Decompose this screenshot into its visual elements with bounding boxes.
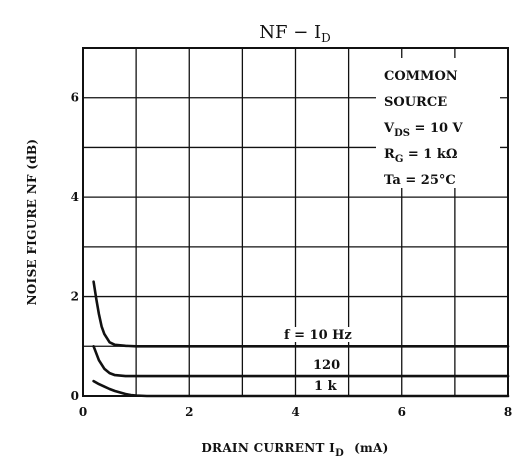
chart-title: NF − ID: [259, 22, 331, 45]
condition-ta: Ta = 25°C: [384, 173, 456, 188]
conditions-backdrop: [376, 58, 500, 188]
curves: [92, 280, 510, 398]
series-label-10hz: f = 10 Hz: [284, 328, 352, 343]
y-tick-labels: 0 2 4 6: [71, 91, 79, 403]
x-tick-label: 6: [398, 405, 406, 419]
y-tick-label: 4: [71, 190, 79, 204]
y-axis-title: NOISE FIGURE NF (dB): [25, 139, 39, 306]
series-label-120: 120: [313, 358, 340, 373]
series-line-2: [92, 379, 510, 398]
series-label-1k: 1 k: [314, 379, 338, 394]
x-tick-labels: 0 2 4 6 8: [79, 405, 512, 419]
condition-vds: VDS = 10 V: [383, 121, 464, 139]
label-backdrop-120: [308, 357, 344, 372]
x-tick-label: 0: [79, 405, 87, 419]
x-tick-label: 2: [185, 405, 193, 419]
condition-rg: RG = 1 kΩ: [384, 147, 457, 165]
y-tick-label: 0: [71, 389, 79, 403]
series-line-0: [92, 280, 510, 348]
series-line-1: [92, 345, 510, 378]
condition-source: SOURCE: [384, 95, 447, 110]
x-tick-label: 4: [291, 405, 299, 419]
label-backdrop-10hz: [280, 327, 358, 342]
condition-common: COMMON: [384, 69, 458, 84]
x-axis-title: DRAIN CURRENT ID (mA): [201, 441, 388, 459]
label-backdrop-1k: [308, 378, 344, 393]
y-tick-label: 6: [71, 91, 79, 105]
y-tick-label: 2: [71, 290, 79, 304]
x-tick-label: 8: [504, 405, 512, 419]
